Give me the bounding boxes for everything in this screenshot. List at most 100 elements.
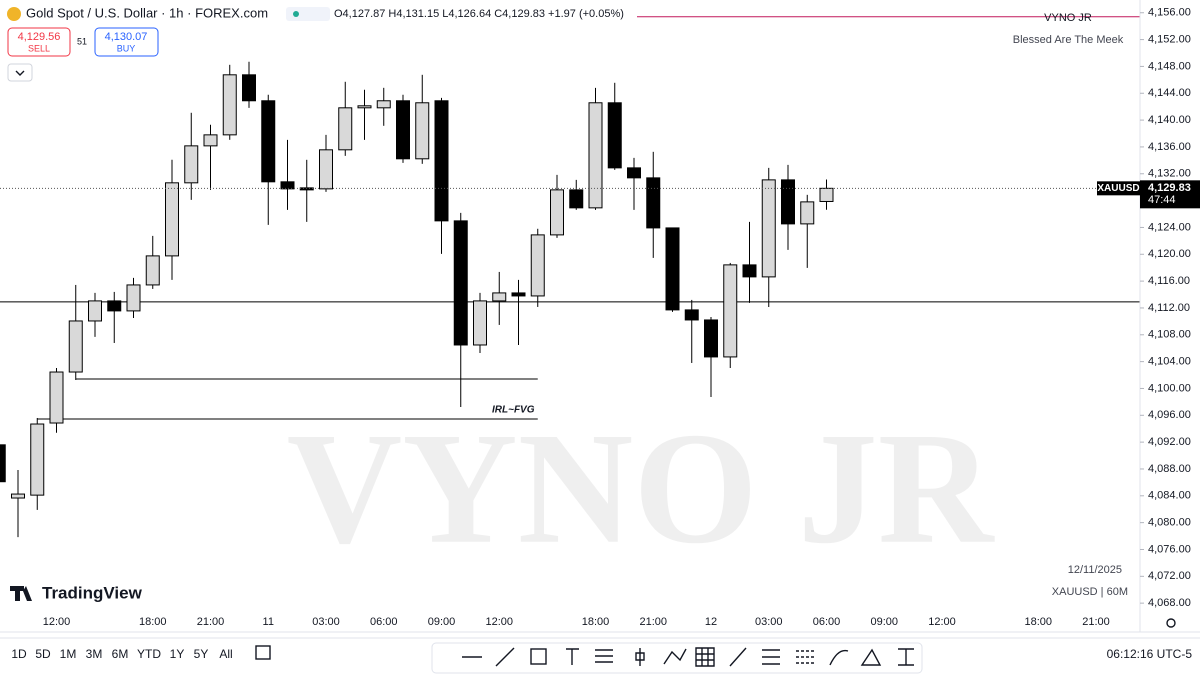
candle-body [0,444,6,483]
candle-body [68,320,83,373]
y-tick-label: 4,124.00 [1148,221,1191,233]
range-button[interactable]: All [219,647,232,661]
candle-body [627,167,641,179]
x-tick-label: 21:00 [197,616,225,628]
candle-body [415,102,430,160]
candle-body [357,105,372,109]
symbol-title[interactable]: Gold Spot / U.S. Dollar · 1h · FOREX.com [26,5,268,20]
chevron-icon [15,70,25,76]
x-tick-label: 06:00 [370,616,398,628]
tagline: Blessed Are The Meek [1013,34,1124,46]
candle-body [588,102,603,209]
x-tick-label: 12:00 [928,616,956,628]
calendar-icon[interactable] [255,645,271,660]
candle-body [453,220,468,346]
tool-measure[interactable] [898,648,914,666]
tool-levels[interactable] [796,650,814,664]
tool-bar[interactable] [635,648,645,666]
range-button[interactable]: 1M [60,647,77,661]
symbol-tag-bg [1097,181,1140,196]
y-tick-label: 4,156.00 [1148,7,1191,19]
candle-body [434,100,449,222]
range-button[interactable]: 1Y [170,647,185,661]
date: 12/11/2025 [1068,564,1122,576]
y-tick-label: 4,152.00 [1148,33,1191,45]
brand[interactable]: TradingView [42,583,143,602]
y-tick-label: 4,096.00 [1148,409,1191,421]
y-tick-label: 4,100.00 [1148,382,1191,394]
y-tick-label: 4,116.00 [1148,275,1190,287]
range-button[interactable]: YTD [137,647,161,661]
tool-trend[interactable] [495,647,515,667]
candle-body [165,182,179,257]
candle-body [492,292,507,302]
author: VYNO JR [1044,12,1092,24]
candle-body [511,292,526,297]
candle-body [88,300,102,322]
tool-rect[interactable] [530,648,547,665]
status-badge[interactable] [286,7,330,21]
settings-icon[interactable] [1166,618,1176,628]
symbol-info: XAUUSD | 60M [1052,586,1128,598]
x-tick-label: 06:00 [813,616,841,628]
collapse-button[interactable] [7,63,33,82]
candle-body [742,264,757,278]
candle-body [684,309,699,321]
y-tick-label: 4,092.00 [1148,436,1191,448]
tool-grid[interactable] [695,647,715,667]
y-tick-label: 4,072.00 [1148,570,1191,582]
sell-button[interactable] [7,27,71,57]
candle-body [261,100,276,183]
x-tick-label: 18:00 [139,616,167,628]
spread: 51 [77,36,87,46]
status-dot [293,11,299,17]
candle-body [396,100,410,160]
countdown: 47:44 [1148,194,1176,206]
y-tick-label: 4,132.00 [1148,168,1191,180]
x-tick-label: 12 [705,616,717,628]
tool-pattern[interactable] [663,648,687,665]
range-buttons: 1D 5D 1M 3M 6M YTD 1Y 5Y All [11,647,232,661]
candle-body [819,187,834,202]
candle-body [107,300,122,312]
tool-curve[interactable] [829,649,849,666]
tool-fib[interactable] [595,649,613,663]
range-button[interactable]: 3M [86,647,103,661]
range-button[interactable]: 5D [35,647,51,661]
price-tag: 4,129.83 [1148,182,1191,194]
candle-body [800,201,815,225]
y-tick-label: 4,144.00 [1148,87,1191,99]
y-tick-label: 4,140.00 [1148,114,1191,126]
candle-body [242,74,256,102]
candle-body [49,371,64,424]
candle-body [376,100,391,109]
y-tick-label: 4,068.00 [1148,597,1191,609]
candle-body [569,189,584,209]
x-tick-label: 21:00 [1082,616,1110,628]
range-button[interactable]: 5Y [194,647,209,661]
candle-body [704,319,718,358]
tool-channel[interactable] [762,649,780,665]
range-picker[interactable] [255,645,271,660]
candle-body [646,177,661,229]
buy-price: 4,130.07 [105,31,148,43]
candle-body [145,255,160,286]
drawing-toolbar [431,642,923,674]
ohlc-readout: O4,127.87 H4,131.15 L4,126.64 C4,129.83 … [334,8,624,20]
buy-button[interactable] [94,27,159,57]
range-button[interactable]: 6M [112,647,129,661]
candle-body [761,179,776,278]
tool-brush[interactable] [860,648,882,666]
clock: 06:12:16 UTC-5 [1107,647,1193,661]
y-tick-label: 4,104.00 [1148,356,1191,368]
y-tick-label: 4,088.00 [1148,463,1191,475]
candle-body [781,179,795,225]
buy-label: BUY [117,43,136,53]
candle-body [280,181,295,190]
range-button[interactable]: 1D [11,647,27,661]
tool-text[interactable] [566,648,579,665]
tool-ray[interactable] [729,647,747,667]
candle-body [222,74,237,136]
candle-body [338,107,353,151]
